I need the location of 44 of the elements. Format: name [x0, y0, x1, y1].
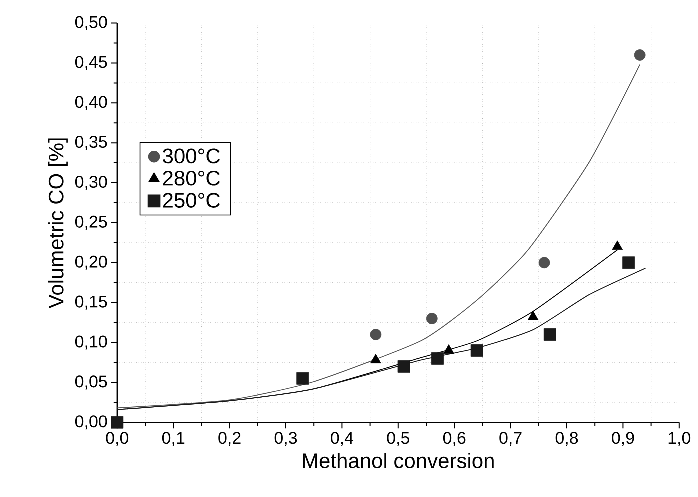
point — [296, 372, 310, 385]
y-tick-label: 0,40 — [75, 96, 108, 110]
x-tick-label: 0,5 — [387, 432, 410, 446]
point — [432, 352, 444, 365]
y-axis-title: Volumetric CO [%] — [48, 138, 68, 309]
y-tick-label: 0,20 — [75, 256, 108, 270]
x-axis-title: Methanol conversion — [303, 453, 494, 468]
point — [612, 240, 623, 250]
line-series — [117, 64, 641, 409]
point — [528, 310, 539, 320]
y-tick-label: 0,25 — [75, 216, 108, 230]
legend-label: 280°C — [163, 170, 220, 186]
point — [622, 256, 636, 270]
x-tick-label: 0,9 — [612, 432, 634, 446]
x-tick-label: 0,4 — [331, 432, 354, 446]
x-tick-label: 0,3 — [274, 432, 298, 446]
y-tick-label: 0,50 — [75, 16, 108, 30]
point — [470, 344, 484, 357]
point — [398, 360, 410, 373]
y-tick-label: 0,00 — [75, 416, 108, 430]
x-tick-label: 0,7 — [500, 432, 522, 446]
y-tick-label: 0,05 — [75, 376, 108, 390]
point — [370, 354, 382, 364]
point — [111, 416, 124, 429]
x-tick-label: 1,0 — [668, 432, 691, 446]
point — [634, 50, 646, 61]
y-tick-label: 0,35 — [75, 136, 108, 150]
x-tick-label: 0,2 — [218, 432, 241, 446]
legend-label: 300°C — [163, 148, 220, 164]
point — [370, 329, 382, 340]
x-tick-label: 0,0 — [106, 432, 129, 446]
y-tick-label: 0,15 — [75, 296, 108, 310]
point — [544, 328, 556, 341]
x-tick-label: 0,1 — [162, 432, 185, 446]
legend-label: 250°C — [163, 193, 220, 208]
y-tick-label: 0,30 — [75, 176, 108, 190]
point — [426, 313, 438, 324]
y-tick-label: 0,45 — [75, 56, 108, 70]
line-series — [117, 268, 646, 410]
x-tick-label: 0,6 — [443, 432, 466, 446]
y-tick-label: 0,10 — [75, 336, 108, 350]
x-tick-label: 0,8 — [556, 432, 578, 446]
point — [444, 344, 454, 354]
point — [538, 257, 550, 269]
